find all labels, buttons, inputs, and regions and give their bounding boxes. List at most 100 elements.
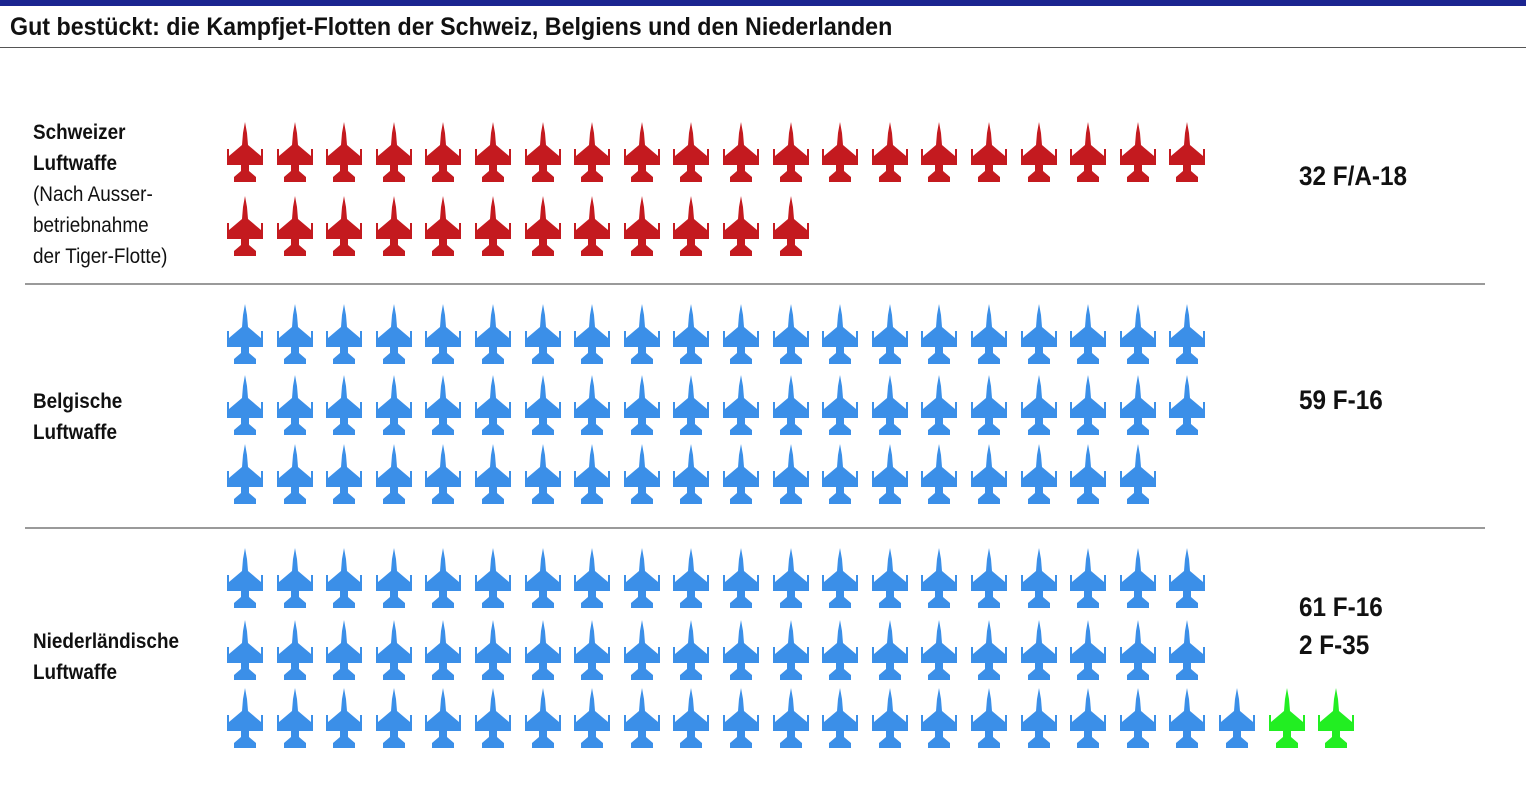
jet-icon-f-16 — [1016, 619, 1062, 681]
jet-icon-f-a-18 — [470, 195, 516, 257]
jet-icon-f-16 — [619, 374, 665, 436]
value-line: 32 F/A-18 — [1299, 161, 1408, 191]
value-line: 61 F-16 — [1299, 592, 1383, 622]
jet-icon-f-16 — [916, 619, 962, 681]
jet-icon-f-16 — [1016, 547, 1062, 609]
jet-icon-f-16 — [966, 374, 1012, 436]
jet-icon-f-16 — [420, 443, 466, 505]
group-label-netherlands: Niederländische Luftwaffe — [33, 626, 179, 688]
jet-icon-f-16 — [222, 619, 268, 681]
jet-icon-f-16 — [817, 687, 863, 749]
group-name-line: Luftwaffe — [33, 421, 117, 444]
jet-icon-f-a-18 — [520, 195, 566, 257]
jet-icon-f-16 — [966, 303, 1012, 365]
jet-icon-f-16 — [1115, 619, 1161, 681]
jet-icon-f-16 — [867, 687, 913, 749]
jet-icon-f-16 — [420, 619, 466, 681]
jet-icon-f-a-18 — [1016, 121, 1062, 183]
jet-icon-f-a-18 — [966, 121, 1012, 183]
jet-icon-f-16 — [817, 303, 863, 365]
jet-icon-f-35 — [1313, 687, 1359, 749]
jet-icon-f-16 — [321, 619, 367, 681]
jet-icon-f-16 — [916, 687, 962, 749]
group-name-line: Luftwaffe — [33, 152, 117, 175]
jet-icon-f-16 — [569, 374, 615, 436]
jet-icon-f-16 — [470, 443, 516, 505]
jet-icon-f-a-18 — [272, 195, 318, 257]
jet-icon-f-16 — [817, 443, 863, 505]
jet-icon-f-16 — [520, 619, 566, 681]
jet-icon-f-16 — [569, 443, 615, 505]
top-accent-bar — [0, 0, 1526, 6]
jet-icon-f-16 — [371, 687, 417, 749]
jet-icon-f-16 — [768, 687, 814, 749]
jet-icon-f-a-18 — [1164, 121, 1210, 183]
jet-icon-f-16 — [1164, 687, 1210, 749]
jet-icon-f-16 — [1214, 687, 1260, 749]
jet-icon-f-16 — [867, 619, 913, 681]
jet-icon-f-16 — [520, 443, 566, 505]
jet-icon-f-a-18 — [768, 121, 814, 183]
jet-icon-f-a-18 — [569, 195, 615, 257]
group-divider — [25, 283, 1485, 285]
jet-icon-f-16 — [321, 443, 367, 505]
jet-icon-f-16 — [867, 443, 913, 505]
jet-icon-f-16 — [1115, 303, 1161, 365]
jet-icon-f-16 — [966, 547, 1012, 609]
jet-icon-f-16 — [619, 303, 665, 365]
jet-icon-f-35 — [1264, 687, 1310, 749]
jet-icon-f-16 — [1065, 374, 1111, 436]
group-label-swiss: Schweizer Luftwaffe (Nach Ausser- betrie… — [33, 117, 167, 272]
jet-icon-f-16 — [420, 374, 466, 436]
jet-icon-f-16 — [371, 619, 417, 681]
jet-icon-f-16 — [272, 374, 318, 436]
jet-icon-f-16 — [1164, 303, 1210, 365]
jet-icon-f-16 — [1016, 374, 1062, 436]
jet-icon-f-a-18 — [420, 121, 466, 183]
jet-icon-f-16 — [569, 687, 615, 749]
jet-icon-f-16 — [222, 303, 268, 365]
jet-icon-f-a-18 — [272, 121, 318, 183]
jet-icon-f-a-18 — [768, 195, 814, 257]
jet-icon-f-16 — [520, 687, 566, 749]
jet-icon-f-16 — [1065, 443, 1111, 505]
jet-icon-f-16 — [718, 303, 764, 365]
jet-icon-f-a-18 — [321, 195, 367, 257]
jet-icon-f-16 — [222, 443, 268, 505]
jet-icon-f-16 — [371, 303, 417, 365]
group-name-line: Luftwaffe — [33, 661, 117, 684]
jet-icon-f-16 — [817, 619, 863, 681]
jet-icon-f-16 — [1065, 687, 1111, 749]
jet-icon-f-16 — [1164, 374, 1210, 436]
jet-icon-f-16 — [668, 619, 714, 681]
group-value-belgium: 59 F-16 — [1299, 381, 1383, 419]
jet-icon-f-16 — [619, 443, 665, 505]
jet-icon-f-16 — [222, 374, 268, 436]
jet-icon-f-16 — [718, 547, 764, 609]
jet-icon-f-16 — [1115, 687, 1161, 749]
jet-icon-f-a-18 — [668, 195, 714, 257]
jet-icon-f-a-18 — [916, 121, 962, 183]
jet-icon-f-16 — [668, 374, 714, 436]
jet-icon-f-16 — [1065, 619, 1111, 681]
jet-icon-f-16 — [619, 687, 665, 749]
jet-icon-f-16 — [1016, 443, 1062, 505]
jet-icon-f-16 — [222, 687, 268, 749]
jet-icon-f-16 — [718, 619, 764, 681]
jet-icon-f-16 — [371, 547, 417, 609]
group-note-line: der Tiger-Flotte) — [33, 245, 168, 268]
jet-icon-f-16 — [321, 547, 367, 609]
jet-icon-f-16 — [569, 619, 615, 681]
jet-icon-f-16 — [222, 547, 268, 609]
jet-icon-f-16 — [1164, 547, 1210, 609]
jet-icon-f-16 — [371, 374, 417, 436]
jet-icon-f-16 — [272, 547, 318, 609]
jet-icon-f-a-18 — [817, 121, 863, 183]
group-value-netherlands: 61 F-16 2 F-35 — [1299, 588, 1383, 664]
jet-icon-f-16 — [1115, 547, 1161, 609]
jet-icon-f-16 — [668, 687, 714, 749]
jet-icon-f-16 — [768, 443, 814, 505]
jet-icon-f-16 — [1065, 547, 1111, 609]
jet-icon-f-16 — [1016, 687, 1062, 749]
jet-icon-f-16 — [470, 374, 516, 436]
